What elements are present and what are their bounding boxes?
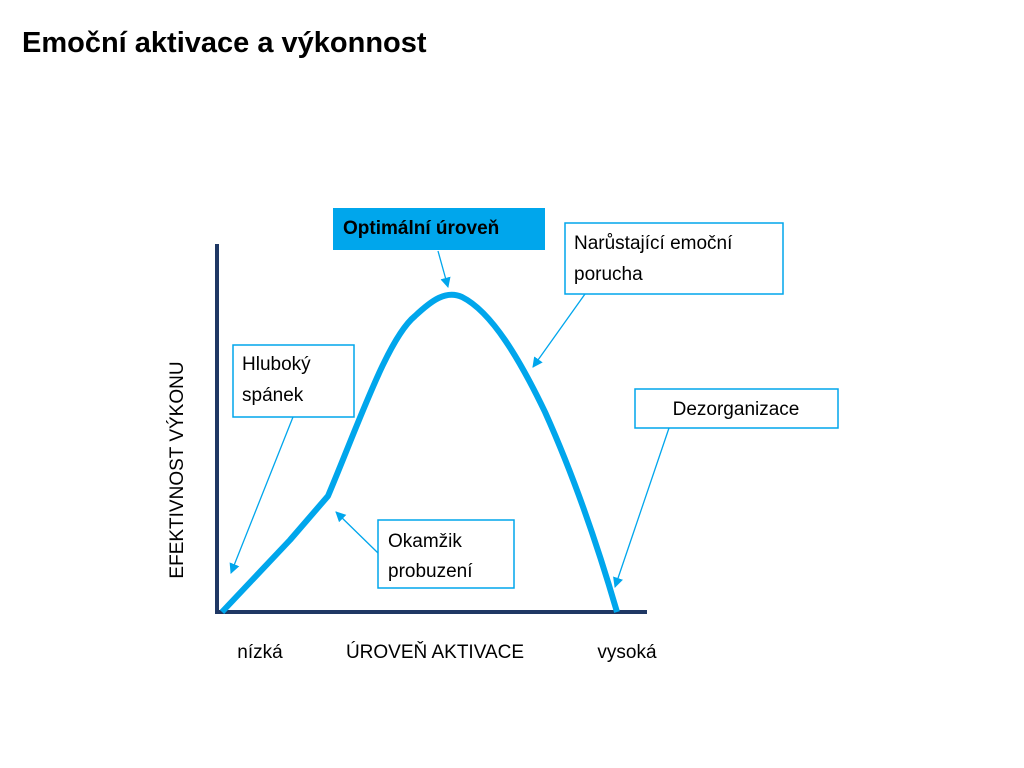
- callout-arrow: [335, 511, 379, 554]
- x-axis-label: ÚROVEŇ AKTIVACE: [346, 641, 524, 663]
- callout-arrow: [229, 416, 294, 574]
- callout-text: Dezorganizace: [673, 399, 800, 420]
- callout-arrow: [437, 250, 451, 289]
- callout-text: Okamžik: [388, 531, 462, 552]
- callout-box: [564, 222, 784, 295]
- performance-curve: [219, 291, 620, 615]
- callout-arrow: [613, 427, 670, 588]
- y-axis-label: EFEKTIVNOST VÝKONU: [167, 361, 188, 578]
- callout-box: [232, 344, 355, 418]
- title: Emoční aktivace a výkonnost: [22, 27, 427, 59]
- callout-text: Narůstající emoční: [574, 233, 733, 254]
- callout-box: [634, 388, 839, 429]
- callout-box: [377, 519, 515, 589]
- callout-text: probuzení: [388, 561, 473, 582]
- callout-text: porucha: [574, 264, 643, 285]
- callout-text: Hluboký: [242, 354, 311, 375]
- callout-box: [333, 208, 545, 250]
- callout-text: Optimální úroveň: [343, 218, 499, 239]
- x-low-label: nízká: [237, 642, 283, 663]
- callout-arrow: [532, 293, 586, 368]
- x-high-label: vysoká: [597, 642, 657, 663]
- callout-text: spánek: [242, 385, 304, 406]
